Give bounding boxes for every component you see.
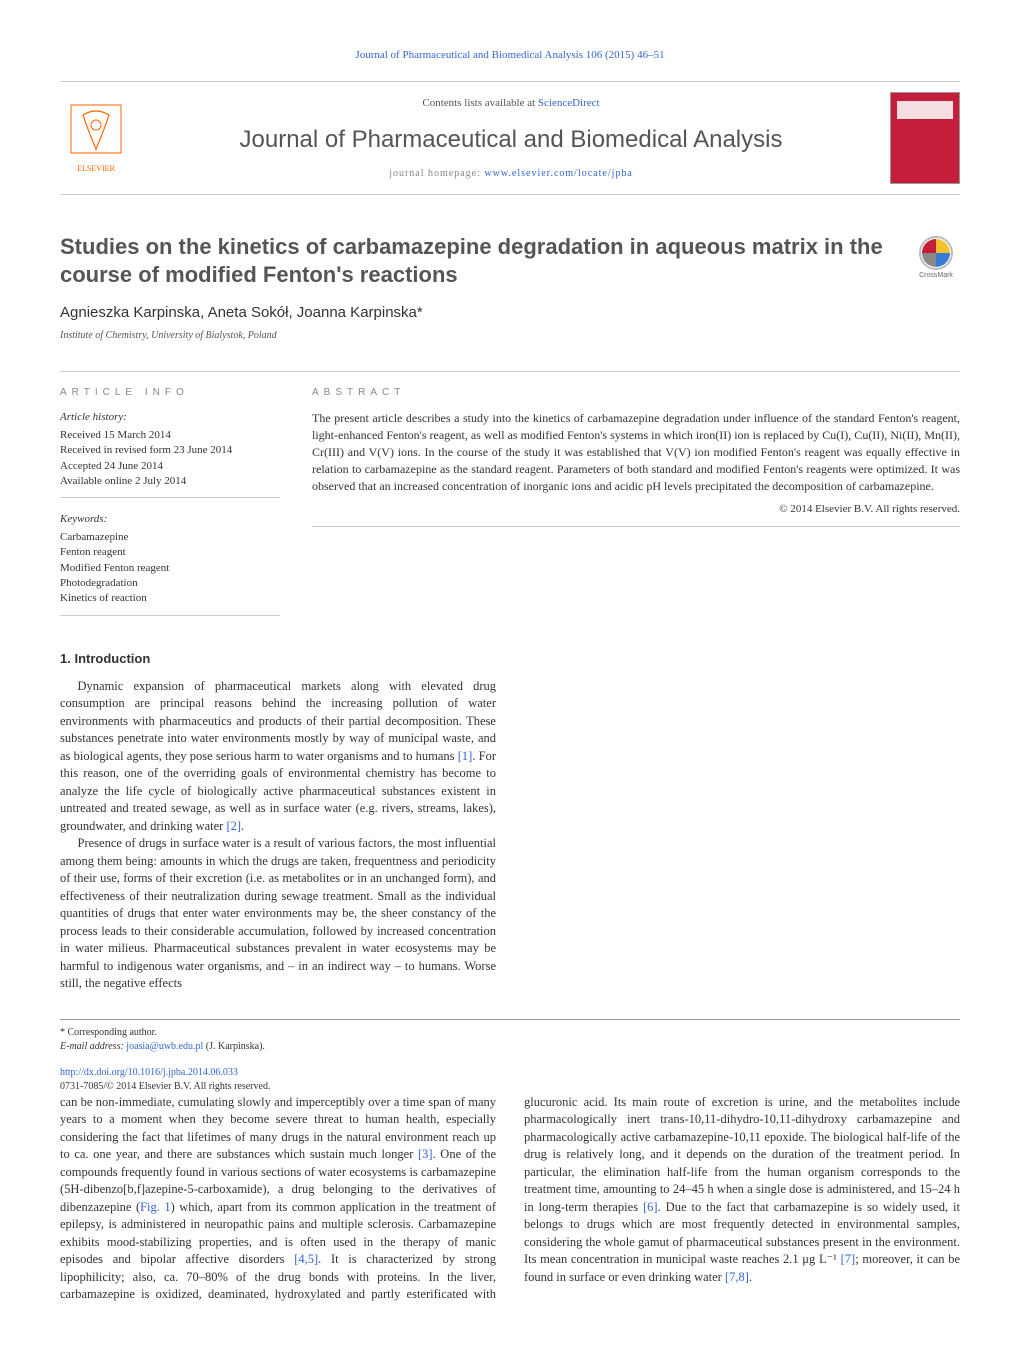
contents-line: Contents lists available at ScienceDirec… bbox=[150, 96, 872, 111]
journal-cover-thumb bbox=[890, 92, 960, 184]
keyword: Photodegradation bbox=[60, 576, 280, 591]
corresponding-email-link[interactable]: joasia@uwb.edu.pl bbox=[126, 1041, 203, 1052]
keyword: Modified Fenton reagent bbox=[60, 561, 280, 576]
corresponding-mark: * bbox=[417, 304, 423, 321]
article-title: Studies on the kinetics of carbamazepine… bbox=[60, 233, 900, 288]
history-item: Accepted 24 June 2014 bbox=[60, 459, 280, 474]
doi-link[interactable]: http://dx.doi.org/10.1016/j.jpba.2014.06… bbox=[60, 1067, 238, 1078]
history-item: Received in revised form 23 June 2014 bbox=[60, 443, 280, 458]
contents-prefix: Contents lists available at bbox=[422, 97, 537, 109]
body-paragraph: can be non-immediate, cumulating slowly … bbox=[60, 1094, 960, 1304]
abstract-copyright: © 2014 Elsevier B.V. All rights reserved… bbox=[312, 502, 960, 517]
corresponding-author-note: * Corresponding author. bbox=[60, 1026, 960, 1040]
abstract-block: ABSTRACT The present article describes a… bbox=[312, 386, 960, 615]
running-head: Journal of Pharmaceutical and Biomedical… bbox=[60, 48, 960, 63]
journal-name: Journal of Pharmaceutical and Biomedical… bbox=[150, 123, 872, 157]
keyword: Kinetics of reaction bbox=[60, 591, 280, 606]
abstract-text: The present article describes a study in… bbox=[312, 410, 960, 494]
keyword: Fenton reagent bbox=[60, 545, 280, 560]
footnote-block: * Corresponding author. E-mail address: … bbox=[60, 1019, 960, 1094]
keywords-label: Keywords: bbox=[60, 512, 280, 527]
keyword: Carbamazepine bbox=[60, 530, 280, 545]
homepage-link[interactable]: www.elsevier.com/locate/jpba bbox=[484, 168, 632, 179]
body-columns: 1. Introduction Dynamic expansion of pha… bbox=[60, 650, 960, 1304]
email-label: E-mail address: bbox=[60, 1041, 126, 1052]
abstract-heading: ABSTRACT bbox=[312, 386, 960, 400]
masthead: ELSEVIER Contents lists available at Sci… bbox=[60, 81, 960, 195]
svg-text:CrossMark: CrossMark bbox=[919, 272, 953, 279]
homepage-line: journal homepage: www.elsevier.com/locat… bbox=[150, 167, 872, 181]
issn-copyright: 0731-7085/© 2014 Elsevier B.V. All right… bbox=[60, 1080, 960, 1094]
divider bbox=[60, 497, 280, 498]
author-list: Agnieszka Karpinska, Aneta Sokół, Joanna… bbox=[60, 302, 900, 323]
publisher-name: ELSEVIER bbox=[77, 163, 115, 174]
divider bbox=[312, 526, 960, 527]
email-person: (J. Karpinska). bbox=[203, 1041, 265, 1052]
history-label: Article history: bbox=[60, 410, 280, 425]
article-info-block: ARTICLE INFO Article history: Received 1… bbox=[60, 386, 280, 615]
history-item: Available online 2 July 2014 bbox=[60, 474, 280, 489]
crossmark-badge[interactable]: CrossMark bbox=[912, 233, 960, 281]
sciencedirect-link[interactable]: ScienceDirect bbox=[538, 97, 600, 109]
history-item: Received 15 March 2014 bbox=[60, 428, 280, 443]
elsevier-logo: ELSEVIER bbox=[60, 98, 132, 178]
body-paragraph: Dynamic expansion of pharmaceutical mark… bbox=[60, 678, 496, 836]
affiliation: Institute of Chemistry, University of Bi… bbox=[60, 329, 900, 343]
homepage-prefix: journal homepage: bbox=[389, 168, 484, 179]
authors-text: Agnieszka Karpinska, Aneta Sokół, Joanna… bbox=[60, 304, 417, 321]
body-paragraph: Presence of drugs in surface water is a … bbox=[60, 835, 496, 993]
divider bbox=[60, 615, 280, 616]
section-heading-intro: 1. Introduction bbox=[60, 650, 496, 668]
article-info-heading: ARTICLE INFO bbox=[60, 386, 280, 400]
